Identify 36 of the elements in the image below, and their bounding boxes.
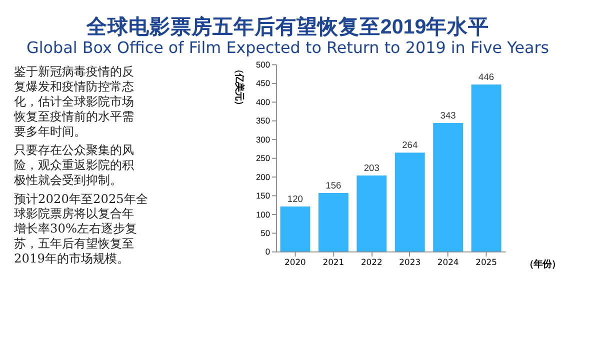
text: 预计2020年至2025年全球影院票房将以复合年增长率30%左右逐步复苏，五年后有望恢复至2019年的市场规模。 bbox=[13, 192, 148, 266]
y-tick-label: 300 bbox=[256, 134, 270, 144]
x-axis-title: （年份） bbox=[524, 258, 561, 269]
x-tick-label: 2022 bbox=[360, 257, 382, 268]
data-label: 343 bbox=[440, 110, 456, 120]
x-tick-label: 2025 bbox=[476, 257, 497, 268]
bar bbox=[433, 123, 464, 252]
y-tick-label: 150 bbox=[256, 190, 270, 201]
x-tick-label: 2020 bbox=[284, 257, 306, 268]
bar bbox=[280, 206, 310, 252]
x-tick-label: 2023 bbox=[399, 257, 421, 268]
y-tick-label: 250 bbox=[256, 153, 270, 164]
y-tick-label: 200 bbox=[256, 172, 270, 182]
bar bbox=[318, 193, 348, 252]
data-label: 120 bbox=[287, 194, 304, 204]
text: 鉴于新冠病毒疫情的反复爆发和疫情防控常态化，估计全球影院市场恢复至疫情前的水平需要多年时间。 bbox=[13, 64, 134, 138]
chart-title: 全球电影票房五年后有望恢复至2019年水平 bbox=[85, 14, 490, 38]
y-tick-label: 450 bbox=[256, 78, 270, 88]
text: 只要存在公众聚集的风险，观众重返影院的积极性就会受到抑制。 bbox=[13, 143, 134, 188]
y-tick-label: 500 bbox=[256, 60, 270, 70]
y-axis-title: （亿美元） bbox=[234, 64, 244, 110]
bar bbox=[394, 152, 425, 252]
x-tick-label: 2024 bbox=[437, 257, 459, 268]
y-tick-label: 400 bbox=[256, 96, 270, 107]
chart-subtitle: Global Box Office of Film Expected to Return to 2019 in Five Years bbox=[26, 38, 550, 58]
data-label: 264 bbox=[402, 140, 418, 150]
y-tick-label: 50 bbox=[260, 228, 270, 238]
y-tick-label: 100 bbox=[256, 209, 270, 220]
bar bbox=[356, 175, 387, 252]
y-tick-label: 350 bbox=[256, 116, 270, 126]
data-label: 156 bbox=[326, 180, 342, 190]
x-tick-label: 2021 bbox=[322, 257, 344, 268]
bar bbox=[471, 84, 502, 252]
data-label: 446 bbox=[478, 72, 494, 82]
y-tick-label: 0 bbox=[265, 246, 270, 257]
data-label: 203 bbox=[364, 162, 380, 173]
